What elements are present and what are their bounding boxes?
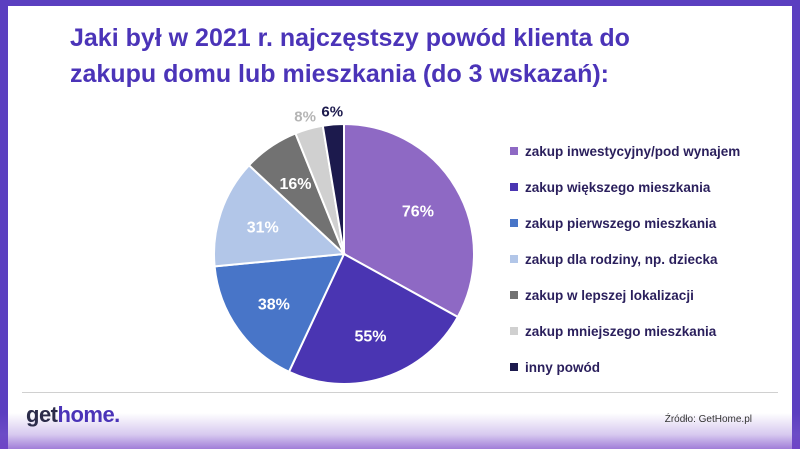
legend-swatch [510,363,518,371]
legend-swatch [510,147,518,155]
legend-swatch [510,291,518,299]
legend-label: inny powód [525,359,600,375]
chart-title-line-1: Jaki był w 2021 r. najczęstszy powód kli… [70,24,630,52]
footer-divider [22,392,778,393]
legend-label: zakup pierwszego mieszkania [525,215,717,231]
legend-item: zakup w lepszej lokalizacji [510,277,790,313]
pie-slice-4 [213,163,347,268]
chart-title: Jaki był w 2021 r. najczęstszy powód kli… [70,20,710,92]
legend-item: zakup inwestycyjny/pod wynajem [510,133,790,169]
chart-title-line-2: zakupu domu lub mieszkania (do 3 wskazań… [70,60,609,88]
pie-slice-label-2: 55% [354,329,386,346]
gethome-logo: gethome. [26,402,120,428]
pie-slice-label-5: 16% [279,176,311,193]
pie-slice-label-7: 6% [321,103,343,120]
legend-item: inny powód [510,349,790,385]
legend-label: zakup inwestycyjny/pod wynajem [525,143,741,159]
chart-legend: zakup inwestycyjny/pod wynajem zakup więk… [510,133,790,385]
legend-swatch [510,219,518,227]
pie-slice-2 [287,252,460,385]
pie-slice-label-4: 31% [247,219,279,236]
legend-swatch [510,183,518,191]
legend-item: zakup pierwszego mieszkania [510,205,790,241]
legend-swatch [510,255,518,263]
legend-item: zakup dla rodziny, np. dziecka [510,241,790,277]
source-note: Źródło: GetHome.pl [664,414,752,425]
pie-slice-label-3: 38% [258,296,290,313]
pie-slice-3 [213,252,346,374]
legend-label: zakup dla rodziny, np. dziecka [525,251,718,267]
legend-label: zakup większego mieszkania [525,179,711,195]
pie-slice-label-1: 76% [402,203,434,220]
bottom-gradient [0,413,800,449]
legend-swatch [510,327,518,335]
logo-get-text: get [26,402,58,427]
legend-label: zakup mniejszego mieszkania [525,323,717,339]
pie-slice-7 [321,122,345,255]
pie-slice-label-6: 8% [294,108,316,125]
legend-label: zakup w lepszej lokalizacji [525,287,694,303]
logo-home-text: home. [57,402,121,427]
pie-slice-1 [343,122,475,319]
legend-item: zakup większego mieszkania [510,169,790,205]
legend-item: zakup mniejszego mieszkania [510,313,790,349]
